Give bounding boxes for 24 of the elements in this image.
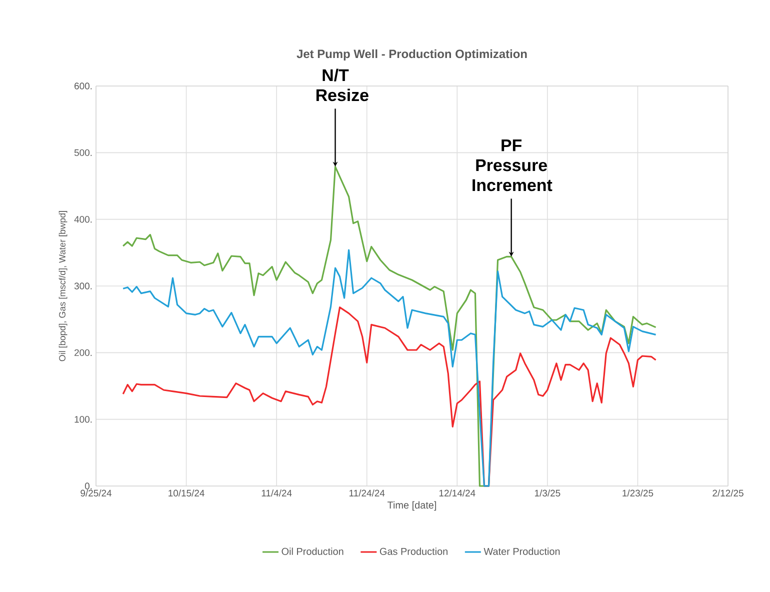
y-tick-label: 200.: [74, 349, 92, 356]
y-tick-label: 0.: [84, 482, 92, 490]
annotation: N/T Resize: [316, 68, 368, 102]
legend-label: Gas Production: [380, 548, 448, 555]
x-tick-label: 9/25/24: [80, 490, 112, 496]
x-tick-label: 11/4/24: [262, 490, 292, 496]
line-series: [122, 249, 657, 487]
chart-title: Jet Pump Well - Production Optimization: [296, 49, 527, 61]
x-tick-label: 1/23/25: [622, 490, 654, 496]
y-axis-title: Oil [bopd], Gas [mscf/d], Water [bwpd]: [58, 211, 68, 362]
y-tick-label: 400.: [74, 216, 92, 223]
x-tick-label: 11/24/24: [350, 490, 385, 496]
y-tick-label: 100.: [74, 416, 92, 423]
x-tick-label: 1/3/25: [534, 490, 560, 496]
x-tick-label: 2/12/25: [712, 490, 744, 496]
x-tick-label: 12/14/24: [439, 490, 476, 496]
y-tick-label: 600.: [74, 82, 92, 90]
y-tick-label: 500.: [74, 149, 92, 156]
x-axis-title: Time [date]: [387, 501, 436, 511]
y-tick-label: 300.: [74, 282, 92, 290]
annotation: PF Pressure Increment: [472, 139, 552, 192]
x-tick-label: 10/15/24: [168, 490, 204, 496]
legend-label: Water Production: [484, 548, 560, 555]
legend-label: Oil Production: [282, 548, 344, 555]
